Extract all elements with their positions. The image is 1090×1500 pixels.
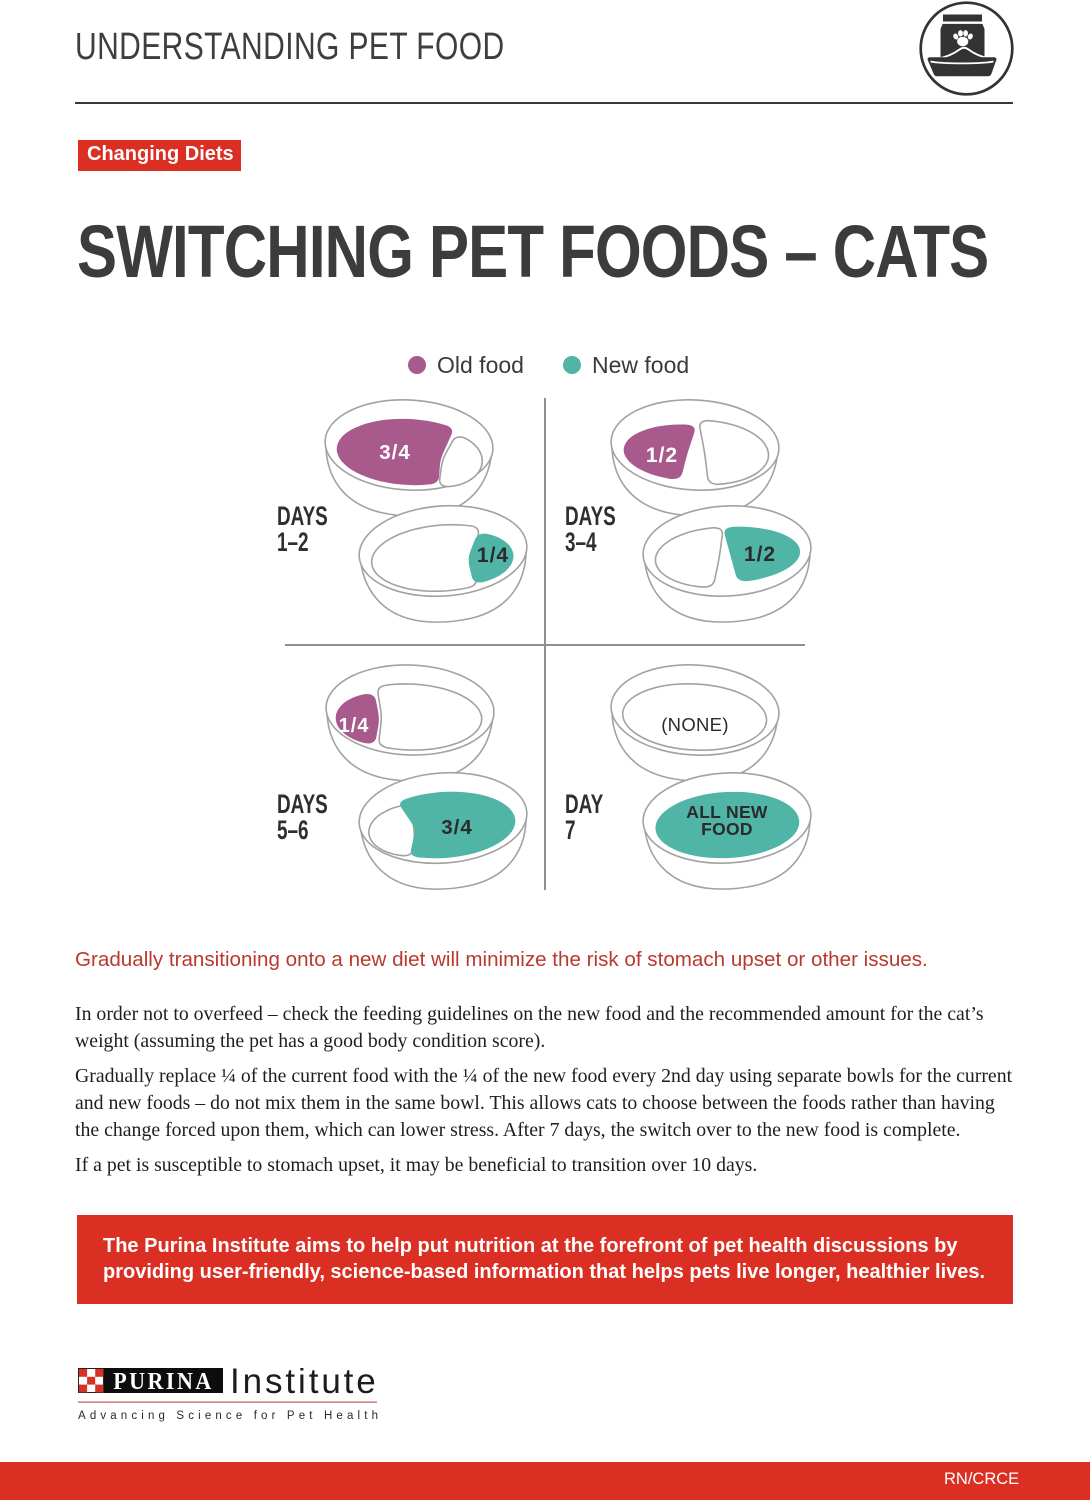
- svg-text:Institute: Institute: [230, 1368, 378, 1401]
- svg-text:PURINA: PURINA: [113, 1368, 213, 1395]
- svg-text:1/4: 1/4: [339, 715, 370, 737]
- svg-text:FOOD: FOOD: [701, 819, 753, 839]
- svg-text:3/4: 3/4: [441, 816, 473, 839]
- svg-text:1/4: 1/4: [477, 544, 509, 567]
- svg-text:ALL NEW: ALL NEW: [686, 802, 768, 822]
- svg-text:(NONE): (NONE): [661, 714, 729, 735]
- svg-text:Advancing Science for Pet Heal: Advancing Science for Pet Health: [78, 1410, 378, 1422]
- svg-text:1/2: 1/2: [744, 543, 776, 566]
- svg-text:1/2: 1/2: [646, 444, 678, 467]
- svg-text:3/4: 3/4: [379, 441, 411, 464]
